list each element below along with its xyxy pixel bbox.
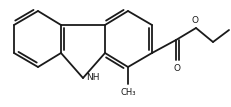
Text: O: O (191, 16, 198, 25)
Text: CH₃: CH₃ (120, 88, 135, 97)
Text: NH: NH (86, 73, 99, 82)
Text: O: O (173, 64, 180, 73)
